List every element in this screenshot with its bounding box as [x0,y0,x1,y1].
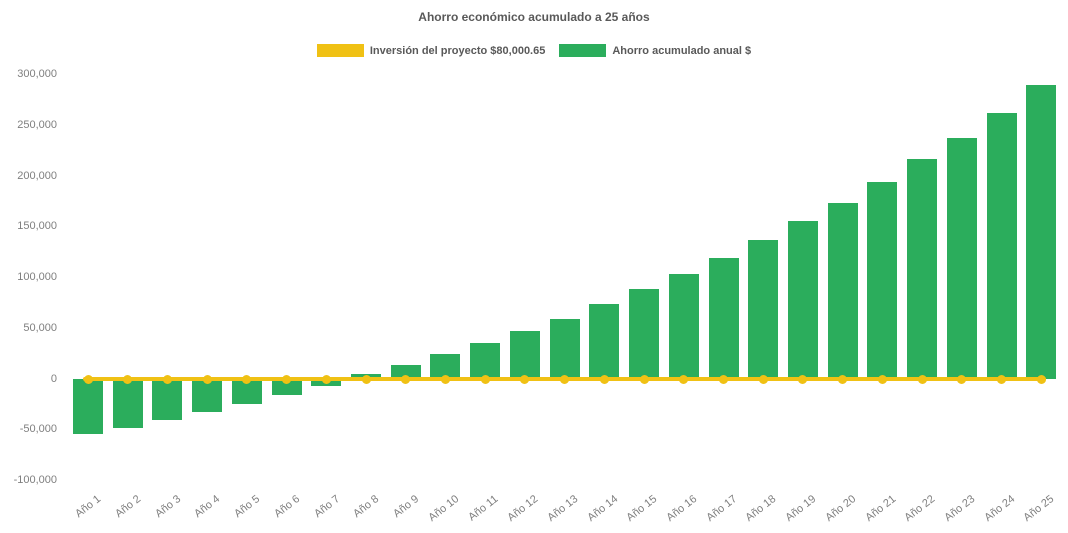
bar-year-4 [192,379,223,413]
bar-year-21 [867,182,898,379]
line-marker-year-3 [162,374,172,384]
x-axis-label: Año 7 [311,493,342,521]
bar-year-18 [748,239,779,379]
bar-year-23 [946,138,977,379]
x-axis-label: Año 17 [704,493,739,524]
line-marker-year-16 [679,374,689,384]
legend-item-savings: Ahorro acumulado anual $ [559,44,751,57]
y-axis-label: 100,000 [17,271,57,284]
x-axis-label: Año 25 [1021,493,1057,524]
bar-year-1 [73,379,103,435]
x-axis-label: Año 1 [73,493,104,521]
x-axis-label: Año 20 [823,493,859,524]
bar-year-9 [390,364,421,379]
line-marker-year-24 [997,374,1007,384]
x-axis-label: Año 12 [505,493,541,524]
legend-label-investment: Inversión del proyecto $80,000.65 [369,44,546,57]
line-marker-year-14 [599,374,609,384]
line-marker-year-4 [202,374,212,384]
line-marker-year-5 [242,374,252,384]
x-axis-label: Año 3 [152,493,183,521]
line-marker-year-22 [917,374,927,384]
x-axis-label: Año 24 [982,493,1017,524]
bar-year-22 [907,159,938,379]
legend-item-investment: Inversión del proyecto $80,000.65 [316,44,546,57]
y-axis-label: 0 [50,372,57,385]
x-axis-label: Año 2 [113,493,144,521]
x-axis-label: Año 22 [902,493,938,524]
line-marker-year-18 [758,374,768,384]
x-axis-label: Año 16 [664,493,700,524]
x-axis-label: Año 18 [743,493,779,524]
legend-swatch-savings [559,44,607,57]
bar-year-25 [1026,84,1057,379]
x-axis-label: Año 4 [192,493,223,521]
bar-year-24 [986,112,1017,379]
x-axis-label: Año 19 [783,493,819,524]
line-marker-year-8 [361,374,371,384]
x-axis-label: Año 11 [466,493,501,524]
line-marker-year-1 [83,374,93,384]
bar-year-11 [470,342,501,379]
bar-year-19 [787,221,818,379]
line-marker-year-15 [639,374,649,384]
bar-year-15 [629,289,660,379]
bar-year-17 [708,258,739,379]
legend-label-savings: Ahorro acumulado anual $ [612,44,752,57]
line-marker-year-11 [480,374,490,384]
bar-year-3 [152,379,183,420]
legend-swatch-investment [316,44,364,57]
line-marker-year-21 [877,374,887,384]
x-axis-label: Año 8 [351,493,382,521]
x-axis-label: Año 21 [862,493,898,524]
x-axis-label: Año 10 [426,493,461,524]
y-axis-label: 50,000 [23,321,57,334]
x-axis-label: Año 15 [624,493,660,524]
line-marker-year-23 [957,374,967,384]
line-marker-year-13 [560,374,570,384]
x-axis-label: Año 9 [391,493,422,521]
y-axis-label: -50,000 [19,423,57,436]
bar-year-6 [271,379,302,396]
chart-title: Ahorro económico acumulado a 25 años [418,10,650,24]
line-marker-year-12 [520,374,530,384]
line-marker-year-19 [798,374,808,384]
y-axis-label: 200,000 [17,169,57,182]
line-marker-year-20 [838,374,848,384]
bar-year-20 [827,202,858,379]
line-marker-year-2 [123,374,133,384]
bar-year-14 [589,303,620,379]
x-axis-label: Año 23 [942,493,978,524]
y-axis-label: 300,000 [17,68,57,81]
line-marker-year-17 [719,374,729,384]
y-axis-label: -100,000 [13,473,57,486]
x-axis-label: Año 6 [271,493,302,521]
bar-year-12 [509,330,540,379]
x-axis-label: Año 14 [584,493,620,524]
line-marker-year-10 [440,374,450,384]
x-axis-label: Año 13 [545,493,581,524]
y-axis-label: 250,000 [17,118,57,131]
bar-year-13 [549,319,580,379]
legend: Inversión del proyecto $80,000.65 Ahorro… [0,44,1068,57]
line-marker-year-25 [1036,374,1046,384]
bar-year-16 [668,274,699,379]
x-axis-label: Año 5 [232,493,263,521]
y-axis-label: 150,000 [17,220,57,233]
line-marker-year-7 [321,374,331,384]
bar-year-2 [112,379,143,428]
line-marker-year-6 [282,374,292,384]
line-marker-year-9 [401,374,411,384]
